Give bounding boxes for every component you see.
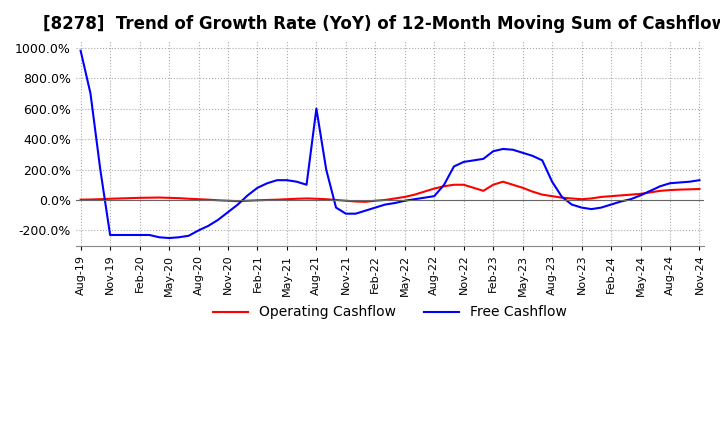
Free Cashflow [76, 48, 85, 53]
Title: [8278]  Trend of Growth Rate (YoY) of 12-Month Moving Sum of Cashflows: [8278] Trend of Growth Rate (YoY) of 12-… [43, 15, 720, 33]
Operating Cashflow [332, 197, 341, 202]
Free Cashflow [341, 211, 350, 216]
Operating Cashflow [391, 196, 400, 201]
Free Cashflow [695, 178, 703, 183]
Line: Operating Cashflow: Operating Cashflow [81, 182, 699, 202]
Operating Cashflow [76, 197, 85, 202]
Legend: Operating Cashflow, Free Cashflow: Operating Cashflow, Free Cashflow [208, 300, 572, 325]
Operating Cashflow [361, 199, 370, 205]
Operating Cashflow [489, 182, 498, 187]
Operating Cashflow [479, 188, 487, 194]
Free Cashflow [430, 194, 438, 199]
Free Cashflow [155, 235, 163, 240]
Free Cashflow [165, 235, 174, 241]
Operating Cashflow [499, 179, 508, 184]
Free Cashflow [391, 200, 400, 205]
Operating Cashflow [430, 186, 438, 191]
Free Cashflow [489, 149, 498, 154]
Free Cashflow [479, 156, 487, 161]
Operating Cashflow [155, 195, 163, 200]
Line: Free Cashflow: Free Cashflow [81, 51, 699, 238]
Operating Cashflow [695, 187, 703, 192]
